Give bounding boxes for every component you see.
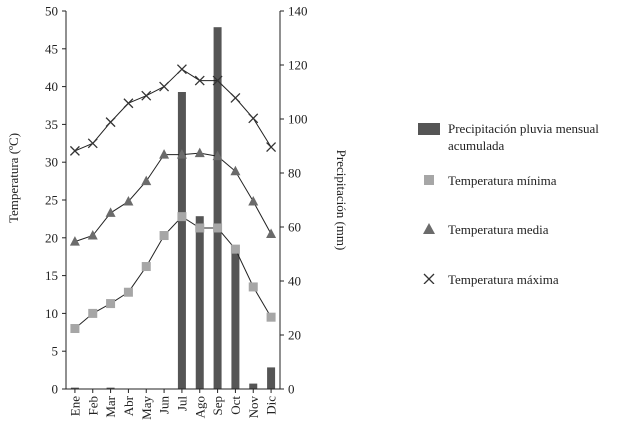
y-left-tick-label: 50 bbox=[45, 4, 58, 19]
tmean-point bbox=[105, 207, 116, 217]
tmin-point bbox=[88, 308, 98, 318]
y-left-tick-label: 40 bbox=[45, 79, 58, 94]
precipitation-bar bbox=[195, 216, 204, 389]
y-right-tick-label: 20 bbox=[288, 328, 301, 343]
tmean-point bbox=[87, 230, 98, 240]
x-tick-label: Mar bbox=[103, 395, 118, 417]
y-right-tick-label: 0 bbox=[288, 382, 295, 397]
y-left-tick-label: 45 bbox=[45, 41, 58, 56]
y-left-tick-label: 25 bbox=[45, 193, 58, 208]
tmax-point bbox=[159, 81, 170, 92]
y-left-tick-label: 0 bbox=[52, 382, 59, 397]
precipitation-bar bbox=[106, 387, 115, 389]
x-tick-label: Oct bbox=[228, 396, 243, 415]
precipitation-bar bbox=[177, 92, 186, 389]
y-left-tick-label: 5 bbox=[52, 344, 59, 359]
tmax-point bbox=[105, 117, 116, 128]
y-left-tick-label: 20 bbox=[45, 230, 58, 245]
tmean-point bbox=[266, 228, 277, 239]
legend-label-tmax: Temperatura máxima bbox=[448, 272, 559, 287]
y-right-tick-label: 40 bbox=[288, 274, 301, 289]
tmean-point bbox=[141, 175, 152, 186]
y-left-tick-label: 35 bbox=[45, 117, 58, 132]
y-right-tick-label: 60 bbox=[288, 220, 301, 235]
x-tick-label: Jun bbox=[157, 396, 172, 415]
tmax-point bbox=[69, 145, 80, 156]
legend-x-marker-icon bbox=[423, 273, 435, 284]
legend-label-precipitation: Precipitación pluvia mensual acumulada bbox=[448, 121, 599, 153]
tmax-point bbox=[87, 138, 98, 149]
y-right-tick-label: 140 bbox=[288, 4, 308, 19]
legend-triangle-marker-icon bbox=[423, 223, 435, 234]
y-left-tick-label: 15 bbox=[45, 268, 58, 283]
tmean-point bbox=[212, 150, 223, 161]
precipitation-bar bbox=[267, 367, 276, 389]
precipitation-bar bbox=[231, 251, 240, 389]
tmin-point bbox=[266, 312, 276, 322]
y-axis-left-label: Temperatura (ºC) bbox=[6, 133, 21, 223]
tmean-point bbox=[176, 149, 187, 159]
x-tick-label: Nov bbox=[246, 396, 261, 419]
tmin-point bbox=[230, 244, 240, 254]
tmax-point bbox=[141, 90, 152, 101]
y-right-tick-label: 80 bbox=[288, 166, 301, 181]
series-line bbox=[74, 152, 272, 243]
legend-label-tmean: Temperatura media bbox=[448, 222, 549, 237]
x-tick-label: Feb bbox=[85, 396, 100, 416]
tmean-point bbox=[194, 147, 205, 158]
y-left-tick-label: 10 bbox=[45, 306, 58, 321]
x-tick-label: Sep bbox=[210, 396, 225, 416]
tmin-point bbox=[159, 231, 169, 241]
x-tick-label: Dic bbox=[264, 396, 279, 415]
x-tick-label: Jul bbox=[174, 396, 189, 412]
x-tick-label: Ene bbox=[67, 396, 82, 416]
tmax-point bbox=[123, 98, 134, 109]
legend-square-marker-icon bbox=[424, 175, 434, 185]
legend-label-tmin: Temperatura mínima bbox=[448, 173, 557, 188]
tmin-point bbox=[106, 299, 116, 309]
x-tick-label: Abr bbox=[121, 395, 136, 416]
y-left-tick-label: 30 bbox=[45, 155, 58, 170]
tmin-point bbox=[177, 212, 187, 222]
tmax-point bbox=[266, 142, 277, 153]
tmin-point bbox=[195, 223, 205, 233]
series-line bbox=[74, 68, 272, 152]
y-right-tick-label: 100 bbox=[288, 112, 308, 127]
y-right-tick-label: 120 bbox=[288, 58, 308, 73]
tmin-point bbox=[213, 223, 223, 233]
tmin-point bbox=[123, 287, 133, 297]
tmax-point bbox=[194, 75, 205, 86]
tmean-point bbox=[123, 196, 134, 206]
tmean-point bbox=[230, 165, 241, 176]
legend-bar-swatch-icon bbox=[418, 123, 440, 135]
precipitation-bar bbox=[213, 27, 222, 389]
tmax-point bbox=[212, 75, 223, 86]
tmin-point bbox=[248, 282, 258, 292]
x-tick-label: Ago bbox=[192, 396, 207, 418]
precipitation-bar bbox=[70, 387, 79, 389]
series-line bbox=[74, 215, 272, 329]
tmean-point bbox=[69, 236, 80, 246]
tmean-point bbox=[159, 149, 170, 159]
precipitation-bar bbox=[249, 383, 258, 389]
tmax-point bbox=[230, 92, 241, 103]
tmin-point bbox=[141, 262, 151, 272]
tmax-point bbox=[248, 113, 259, 124]
y-axis-right-label: Precipitación (mm) bbox=[334, 150, 349, 251]
tmax-point bbox=[176, 64, 187, 75]
tmean-point bbox=[248, 196, 259, 206]
tmin-point bbox=[70, 324, 80, 334]
x-tick-label: May bbox=[139, 396, 154, 420]
